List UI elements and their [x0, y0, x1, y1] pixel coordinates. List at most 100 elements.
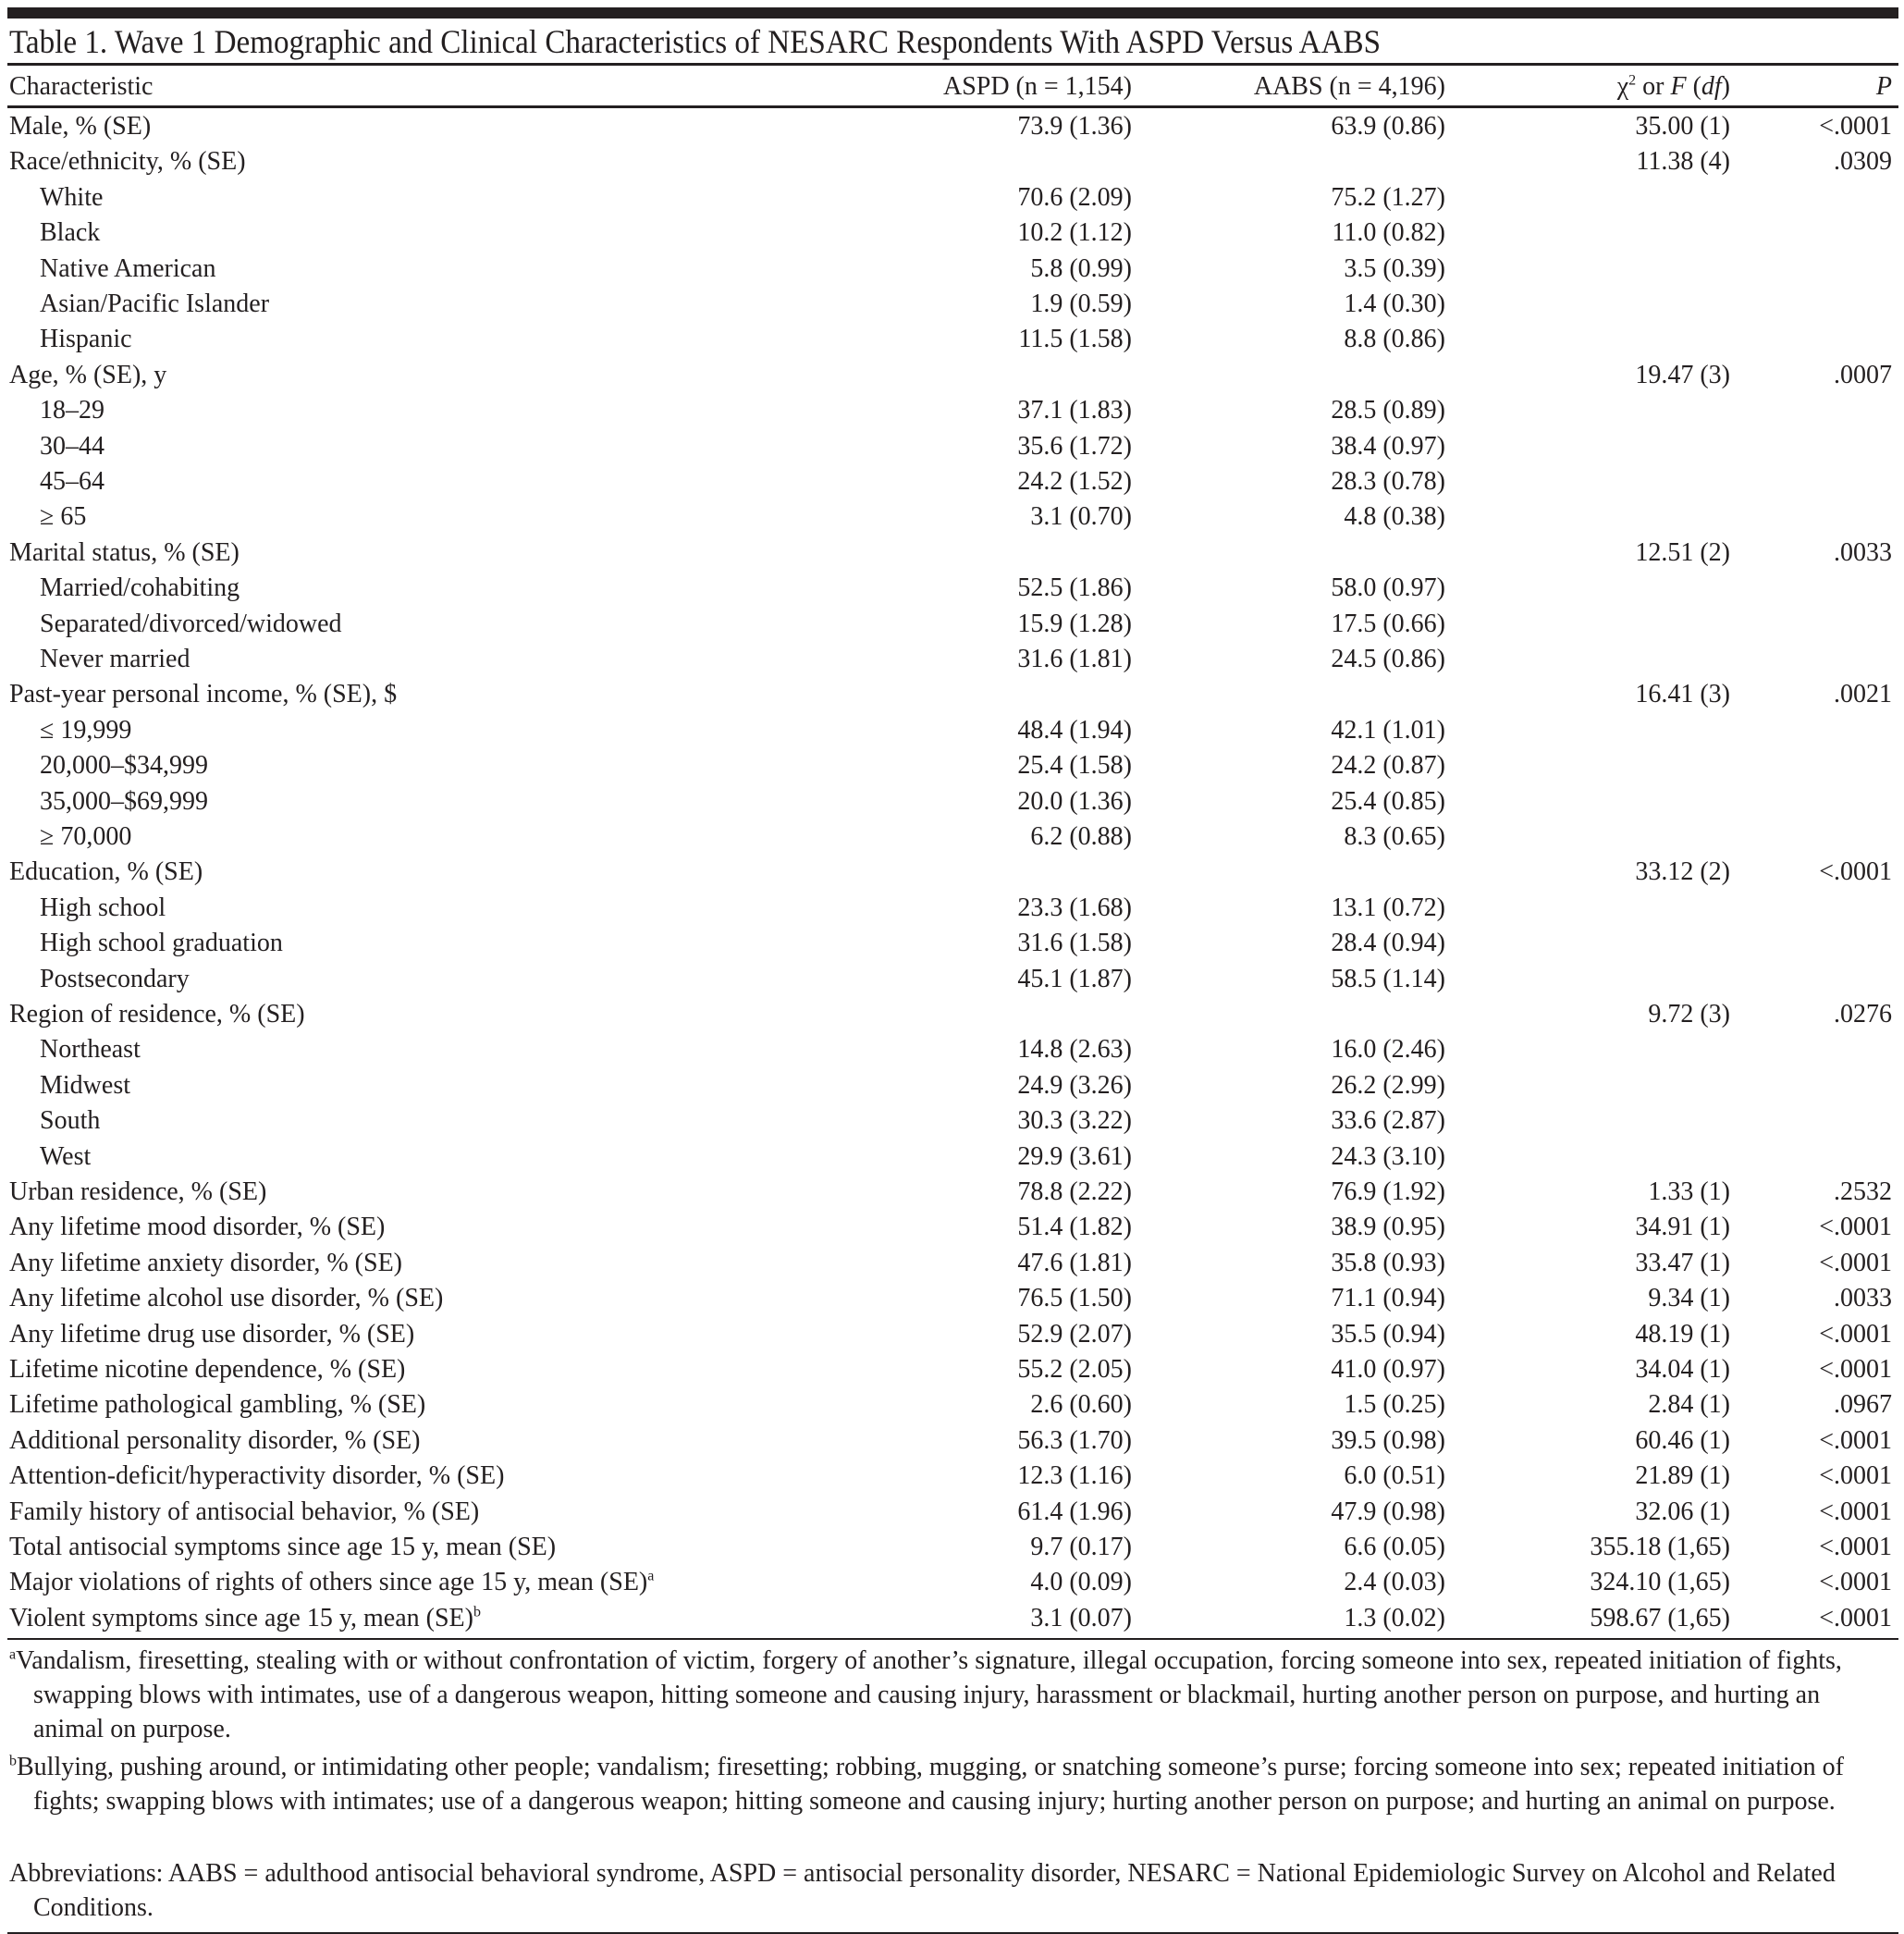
footnote-mark: a [9, 1646, 17, 1663]
table-header: Characteristic ASPD (n = 1,154) AABS (n … [0, 69, 1904, 105]
table-row: ≤ 19,999 48.4 (1.94) 42.1 (1.01) [0, 713, 1904, 748]
row-label-text: Any lifetime mood disorder, % (SE) [9, 1213, 386, 1242]
table-row: Any lifetime drug use disorder, % (SE) 52… [0, 1317, 1904, 1352]
header-aabs: AABS (n = 4,196) [1253, 72, 1445, 101]
table-row: 35,000–$69,999 20.0 (1.36) 25.4 (0.85) [0, 784, 1904, 819]
cell-aspd: 14.8 (2.63) [1017, 1035, 1132, 1065]
row-label: Hispanic [40, 322, 132, 357]
cell-statistic: 19.47 (3) [1635, 360, 1730, 389]
cell-aspd: 11.5 (1.58) [1018, 325, 1132, 354]
cell-p: <.0001 [1819, 1461, 1892, 1491]
header-aspd: ASPD (n = 1,154) [942, 72, 1132, 101]
cell-aspd: 37.1 (1.83) [1017, 396, 1132, 425]
table-row: Hispanic 11.5 (1.58) 8.8 (0.86) [0, 322, 1904, 357]
chi-symbol: χ [1616, 72, 1629, 101]
cell-p: <.0001 [1819, 1568, 1892, 1597]
row-label-text: 45–64 [40, 467, 104, 496]
cell-aabs: 63.9 (0.86) [1331, 112, 1445, 141]
table-title: Table 1. Wave 1 Demographic and Clinical… [9, 23, 1382, 60]
cell-statistic: 1.33 (1) [1648, 1177, 1730, 1206]
cell-aspd: 12.3 (1.16) [1017, 1461, 1132, 1491]
cell-aabs: 4.8 (0.38) [1344, 502, 1445, 532]
cell-p: .0007 [1834, 360, 1892, 389]
cell-aspd: 6.2 (0.88) [1030, 822, 1132, 851]
row-label: Attention-deficit/hyperactivity disorder… [9, 1459, 504, 1494]
row-label: White [40, 180, 103, 216]
row-label-text: White [40, 182, 104, 212]
cell-aabs: 6.6 (0.05) [1344, 1533, 1445, 1561]
cell-statistic: 34.04 (1) [1635, 1355, 1730, 1384]
cell-aspd: 35.6 (1.72) [1017, 431, 1132, 461]
cell-aspd: 24.2 (1.52) [1017, 467, 1132, 496]
cell-aspd: 76.5 (1.50) [1017, 1284, 1132, 1313]
cell-aspd: 29.9 (3.61) [1017, 1141, 1132, 1171]
table-row: White 70.6 (2.09) 75.2 (1.27) [0, 180, 1904, 216]
row-label-text: Lifetime nicotine dependence, % (SE) [9, 1355, 406, 1384]
table-row: 18–29 37.1 (1.83) 28.5 (0.89) [0, 393, 1904, 428]
cell-p: .0033 [1834, 537, 1892, 567]
cell-aabs: 8.3 (0.65) [1344, 822, 1445, 851]
row-label-text: Asian/Pacific Islander [40, 289, 270, 318]
cell-aspd: 73.9 (1.36) [1017, 112, 1132, 141]
df-text: df [1701, 72, 1722, 101]
row-label-text: Violent symptoms since age 15 y, mean (S… [9, 1603, 473, 1632]
cell-aspd: 3.1 (0.70) [1030, 502, 1132, 532]
cell-p: .0033 [1834, 1284, 1892, 1313]
row-label: Any lifetime mood disorder, % (SE) [9, 1210, 385, 1245]
row-label: Education, % (SE) [9, 855, 203, 890]
cell-aabs: 11.0 (0.82) [1332, 218, 1445, 248]
cell-aabs: 47.9 (0.98) [1331, 1497, 1445, 1526]
cell-p: <.0001 [1819, 112, 1892, 141]
row-label-text: Any lifetime anxiety disorder, % (SE) [9, 1248, 402, 1277]
cell-aabs: 33.6 (2.87) [1331, 1106, 1445, 1136]
row-label-text: 30–44 [40, 431, 104, 461]
table-row: West 29.9 (3.61) 24.3 (3.10) [0, 1139, 1904, 1175]
cell-statistic: 324.10 (1,65) [1590, 1568, 1730, 1597]
row-label: Native American [40, 252, 215, 287]
cell-aabs: 24.3 (3.10) [1331, 1141, 1445, 1171]
row-label-text: Hispanic [40, 325, 132, 354]
cell-aabs: 28.3 (0.78) [1331, 467, 1445, 496]
footnote: aVandalism, firesetting, stealing with o… [9, 1644, 1877, 1746]
table-row: Region of residence, % (SE) 9.72 (3) .0276 [0, 997, 1904, 1032]
table-row: Asian/Pacific Islander 1.9 (0.59) 1.4 (0.3… [0, 287, 1904, 322]
cell-aspd: 51.4 (1.82) [1017, 1213, 1132, 1242]
cell-aspd: 45.1 (1.87) [1017, 964, 1132, 993]
row-label: High school [40, 891, 166, 926]
cell-statistic: 33.47 (1) [1635, 1248, 1730, 1277]
cell-aabs: 38.4 (0.97) [1331, 431, 1445, 461]
cell-aspd: 52.9 (2.07) [1017, 1319, 1132, 1349]
footnote: bBullying, pushing around, or intimidati… [9, 1750, 1877, 1818]
row-label: Past-year personal income, % (SE), $ [9, 677, 397, 712]
row-label: Never married [40, 642, 190, 677]
table-row: Lifetime pathological gambling, % (SE) 2.… [0, 1387, 1904, 1423]
cell-p: .0309 [1834, 147, 1892, 177]
cell-statistic: 21.89 (1) [1635, 1461, 1730, 1491]
table-row: Lifetime nicotine dependence, % (SE) 55.2… [0, 1352, 1904, 1387]
row-label-text: Past-year personal income, % (SE), $ [9, 680, 398, 709]
row-label: Region of residence, % (SE) [9, 997, 305, 1032]
table-row: Age, % (SE), y 19.47 (3) .0007 [0, 358, 1904, 393]
row-label: High school graduation [40, 926, 283, 961]
cell-aspd: 23.3 (1.68) [1017, 893, 1132, 922]
cell-statistic: 32.06 (1) [1635, 1497, 1730, 1526]
row-label: 30–44 [40, 429, 104, 464]
title-rule [7, 63, 1898, 66]
table-row: Marital status, % (SE) 12.51 (2) .0033 [0, 536, 1904, 571]
row-label-text: Education, % (SE) [9, 857, 203, 887]
table-bottom-rule [7, 1638, 1898, 1641]
row-label: Violent symptoms since age 15 y, mean (S… [9, 1601, 481, 1636]
row-label: Male, % (SE) [9, 109, 151, 144]
table-row: High school graduation 31.6 (1.58) 28.4 (0… [0, 926, 1904, 961]
cell-statistic: 34.91 (1) [1635, 1213, 1730, 1242]
row-label-text: Northeast [40, 1035, 141, 1065]
row-label: Lifetime nicotine dependence, % (SE) [9, 1352, 405, 1387]
cell-p: .0276 [1834, 1000, 1892, 1029]
row-label-text: Native American [40, 253, 216, 283]
cell-aabs: 1.5 (0.25) [1344, 1390, 1445, 1420]
row-label-text: Region of residence, % (SE) [9, 1000, 305, 1029]
row-label-text: Total antisocial symptoms since age 15 y… [9, 1533, 557, 1561]
table-row: Male, % (SE) 73.9 (1.36) 63.9 (0.86) 35.00 … [0, 109, 1904, 144]
table-row: ≥ 70,000 6.2 (0.88) 8.3 (0.65) [0, 819, 1904, 855]
row-label-text: 20,000–$34,999 [40, 751, 208, 781]
